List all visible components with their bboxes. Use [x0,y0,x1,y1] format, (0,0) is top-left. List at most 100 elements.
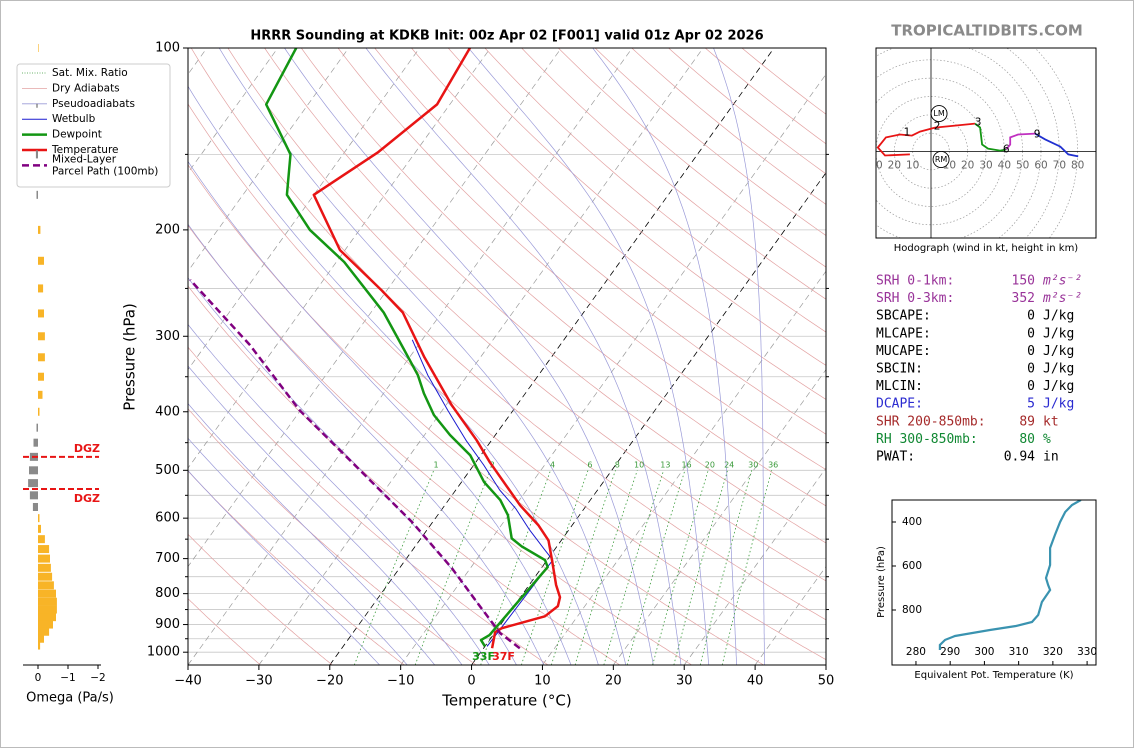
mixing-ratio-label: 10 [634,461,644,470]
y-tick-label: 500 [155,463,180,478]
x-tick-label: 50 [818,674,835,689]
omega-bar [38,613,56,622]
thetae-x-label: Equivalent Pot. Temperature (K) [914,670,1073,681]
legend-label: Wetbulb [52,113,96,125]
index-value: 89 [1019,414,1035,429]
omega-bar [38,225,41,234]
index-value: 0.94 [1004,450,1035,465]
mixing-ratio-label: 36 [768,461,778,470]
isotherm [188,48,491,469]
omega-bar [38,554,50,563]
y-tick-label: 200 [155,222,180,237]
surface-label: 37F [492,650,515,663]
hodograph-caption: Hodograph (wind in kt, height in km) [894,243,1079,254]
index-unit: J/kg [1043,344,1074,359]
omega-bar [38,563,51,572]
legend-label: Pseudoadiabats [52,98,135,110]
index-value: 0 [1027,326,1035,341]
profile-line [312,48,562,649]
omega-bar [36,190,38,199]
x-tick-label: 30 [676,674,693,689]
index-unit: % [1043,432,1051,447]
omega-bar [38,589,56,598]
dry-adiabat [264,48,826,544]
index-value: 352 [1012,291,1035,306]
mixing-ratio-label: 8 [615,461,620,470]
mixing-ratio-label: 1 [434,461,439,470]
mixing-ratio-line [673,470,728,665]
surface-label: 33F [472,650,495,663]
index-value: 0 [1027,344,1035,359]
ring-label: 20 [961,159,974,171]
index-unit: J/kg [1043,309,1074,324]
dry-adiabat [188,470,405,665]
index-value: 0 [1027,309,1035,324]
dgz-label: DGZ [74,442,100,455]
mixing-ratio-label: 16 [681,461,691,470]
dry-adiabat [188,346,549,665]
y-tick-label: 600 [902,560,922,572]
dry-adiabat [447,48,826,366]
mixing-ratio-label: 30 [748,461,758,470]
profile-line [411,339,554,647]
isotherm [188,48,420,371]
index-label: MUCAPE: [876,344,931,359]
omega-bar [38,634,44,643]
isotherm [258,48,704,665]
x-tick-label: 310 [1009,646,1029,658]
y-tick-label: 600 [155,511,180,526]
omega-bar [38,407,40,416]
omega-bar [38,581,54,590]
y-tick-label: 100 [155,41,180,56]
dry-adiabat [188,533,333,665]
thetae-plot [938,500,1082,650]
omega-bar [38,44,39,52]
height-label: 2 [934,121,941,133]
x-tick-label: −40 [174,674,201,689]
y-tick-label: 900 [155,617,180,632]
omega-bar [38,353,45,362]
index-unit: J/kg [1043,326,1074,341]
index-unit: in [1043,450,1059,465]
legend-label: Temperature [51,144,119,156]
mixing-ratio-label: 13 [660,461,670,470]
dry-adiabat [521,48,826,300]
omega-x-label: Omega (Pa/s) [26,691,114,706]
pseudoadiabat [188,365,463,665]
legend-label: Mixed-Layer Parcel Path (100mb) [52,153,158,177]
omega-bar [32,502,38,511]
x-tick-label: 40 [747,674,764,689]
thetae-y-label: Pressure (hPa) [876,546,887,618]
index-value: 5 [1027,397,1035,412]
dry-adiabat [188,103,826,661]
index-label: MLCIN: [876,379,923,394]
index-value: 80 [1019,432,1035,447]
hodograph-line [876,122,976,157]
omega-bar [36,423,38,432]
mixing-ratio-line [414,470,491,665]
y-tick-label: 400 [155,404,180,419]
pseudoadiabat [284,48,654,665]
index-value: 0 [1027,379,1035,394]
mixing-ratio-label: 24 [724,461,734,470]
index-label: MLCAPE: [876,326,931,341]
dry-adiabat [188,408,477,665]
mixing-ratio-label: 20 [705,461,715,470]
pseudoadiabat [592,48,737,665]
mixing-ratio-line [721,470,773,665]
ring-label: 50 [1016,159,1029,171]
x-tick-label: 290 [940,646,960,658]
mixing-ratio-line [626,470,686,665]
index-unit: m²s⁻² [1042,274,1082,289]
index-unit: m²s⁻² [1042,291,1082,306]
x-tick-label: 20 [605,674,622,689]
dgz-label: DGZ [74,492,100,505]
profile-line [264,48,549,648]
index-unit: J/kg [1043,379,1074,394]
plot-frame [187,47,827,666]
x-tick-label: −1 [60,672,75,684]
ring-label: 40 [998,159,1011,171]
dry-adiabat [301,48,826,507]
